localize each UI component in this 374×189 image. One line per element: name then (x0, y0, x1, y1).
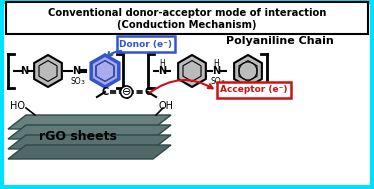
Text: HO: HO (10, 101, 25, 111)
Polygon shape (234, 55, 262, 87)
Text: C: C (101, 87, 108, 97)
Polygon shape (34, 55, 62, 87)
Text: N: N (158, 66, 166, 76)
Text: OH: OH (159, 101, 174, 111)
Polygon shape (91, 55, 119, 87)
Text: 3: 3 (221, 81, 225, 85)
FancyBboxPatch shape (117, 36, 175, 52)
Polygon shape (8, 135, 171, 149)
Text: y: y (126, 89, 132, 99)
Text: rGO sheets: rGO sheets (39, 130, 117, 143)
Text: H: H (213, 59, 219, 67)
FancyBboxPatch shape (2, 2, 372, 187)
Polygon shape (8, 145, 171, 159)
Text: Polyaniline Chain: Polyaniline Chain (226, 36, 334, 46)
Text: H: H (159, 59, 165, 67)
Text: 3: 3 (81, 81, 85, 85)
Polygon shape (8, 115, 171, 129)
Text: N: N (212, 66, 220, 76)
Text: ⊖: ⊖ (122, 87, 131, 97)
Text: Conventional donor-acceptor mode of interaction: Conventional donor-acceptor mode of inte… (48, 8, 326, 18)
Text: N: N (20, 66, 28, 76)
Text: n: n (275, 86, 279, 92)
Text: Donor (e⁻): Donor (e⁻) (120, 40, 172, 49)
Text: N: N (72, 66, 80, 76)
FancyArrowPatch shape (150, 80, 213, 92)
Text: Acceptor (e⁻): Acceptor (e⁻) (220, 85, 288, 94)
FancyBboxPatch shape (6, 2, 368, 34)
Circle shape (120, 86, 132, 98)
FancyArrowPatch shape (108, 51, 121, 57)
FancyBboxPatch shape (217, 82, 291, 98)
Text: (Conduction Mechanism): (Conduction Mechanism) (117, 20, 257, 30)
Text: x: x (269, 81, 274, 90)
Text: SO: SO (211, 77, 221, 85)
Text: SO: SO (71, 77, 81, 85)
Polygon shape (8, 125, 171, 139)
Text: C: C (144, 87, 151, 97)
Polygon shape (178, 55, 206, 87)
